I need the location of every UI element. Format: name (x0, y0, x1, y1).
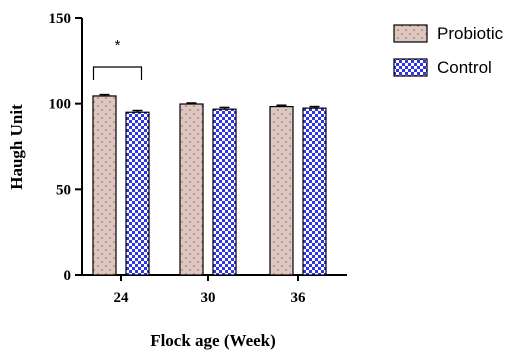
significance-bracket (92, 66, 143, 80)
x-axis-label: Flock age (Week) (150, 331, 276, 350)
x-tick-label: 36 (291, 290, 307, 306)
x-tick-label: 30 (201, 290, 216, 306)
significance-marker: * (115, 37, 121, 54)
bar-control-24 (125, 111, 150, 276)
y-tick-label: 100 (49, 97, 72, 113)
bars (92, 95, 327, 276)
x-tick-label: 24 (114, 290, 130, 306)
bar-control-36 (302, 107, 327, 276)
legend-label-control: Control (437, 58, 492, 77)
legend-swatch-control (393, 58, 428, 77)
bar-control-30 (212, 108, 237, 276)
error-bars (99, 93, 320, 113)
bar-probiotic-30 (179, 103, 204, 276)
y-tick-label: 0 (64, 268, 72, 284)
annotations: * (92, 37, 143, 80)
x-ticks: 24 30 36 (114, 275, 307, 306)
y-tick-label: 50 (56, 182, 71, 198)
legend: Probiotic Control (393, 24, 504, 77)
legend-swatch-probiotic (393, 24, 428, 43)
bar-probiotic-36 (269, 105, 294, 276)
legend-label-probiotic: Probiotic (437, 24, 504, 43)
y-tick-label: 150 (49, 11, 72, 27)
y-axis-label: Haugh Unit (7, 104, 26, 190)
bar-probiotic-24 (92, 95, 117, 276)
y-ticks: 0 50 100 150 (49, 11, 82, 284)
